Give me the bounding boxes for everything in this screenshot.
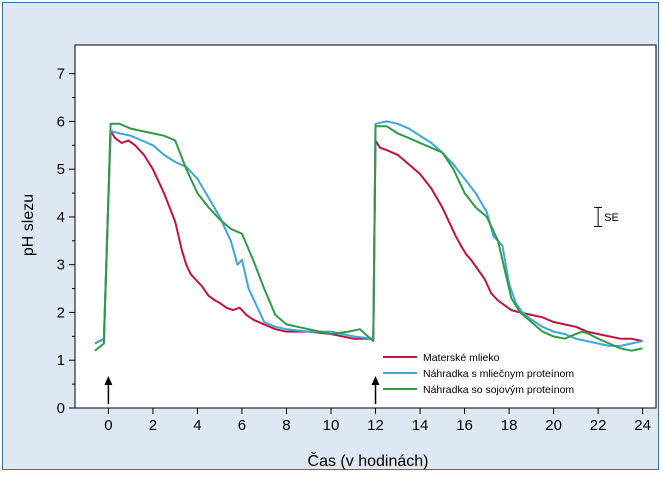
x-tick-label: 10 [323, 417, 340, 434]
chart-panel: 0 2 4 6 8 10 12 14 16 18 20 22 24 0 1 2 3 4 5 6 7 SE Matersk… [2, 2, 659, 470]
x-axis-label: Čas (v hodinách) [308, 451, 429, 470]
x-tick-label: 18 [501, 417, 518, 434]
y-tick-label: 5 [57, 161, 65, 178]
x-tick-label: 8 [282, 417, 290, 434]
y-tick-label: 6 [57, 113, 65, 130]
y-tick-label: 4 [57, 209, 65, 226]
series-line [94, 122, 643, 352]
x-tick-label: 22 [590, 417, 607, 434]
meal-arrow-head [371, 376, 380, 385]
x-tick-label: 12 [367, 417, 384, 434]
y-tick-label: 2 [57, 304, 65, 321]
y-axis-label: pH slezu [20, 194, 37, 256]
y-tick-label: 1 [57, 352, 65, 369]
y-tick-label: 0 [57, 400, 65, 417]
y-tick-label: 3 [57, 257, 65, 274]
x-tick-label: 6 [238, 417, 246, 434]
x-tick-label: 0 [104, 417, 112, 434]
meal-arrow-head [104, 376, 113, 385]
se-label: SE [604, 212, 619, 224]
y-tick-label: 7 [57, 66, 65, 83]
legend-entry: Náhradka so sojovým proteínom [423, 384, 574, 396]
x-tick-label: 20 [545, 417, 562, 434]
x-tick-label: 14 [412, 417, 429, 434]
series-line [94, 120, 643, 347]
legend-entry: Náhradka s mliečnym proteínom [423, 368, 574, 380]
x-tick-label: 4 [193, 417, 201, 434]
plot-area [74, 44, 657, 409]
legend-entry: Materské mlieko [423, 352, 500, 364]
x-tick-label: 2 [149, 417, 157, 434]
x-tick-label: 24 [634, 417, 651, 434]
x-tick-label: 16 [456, 417, 473, 434]
